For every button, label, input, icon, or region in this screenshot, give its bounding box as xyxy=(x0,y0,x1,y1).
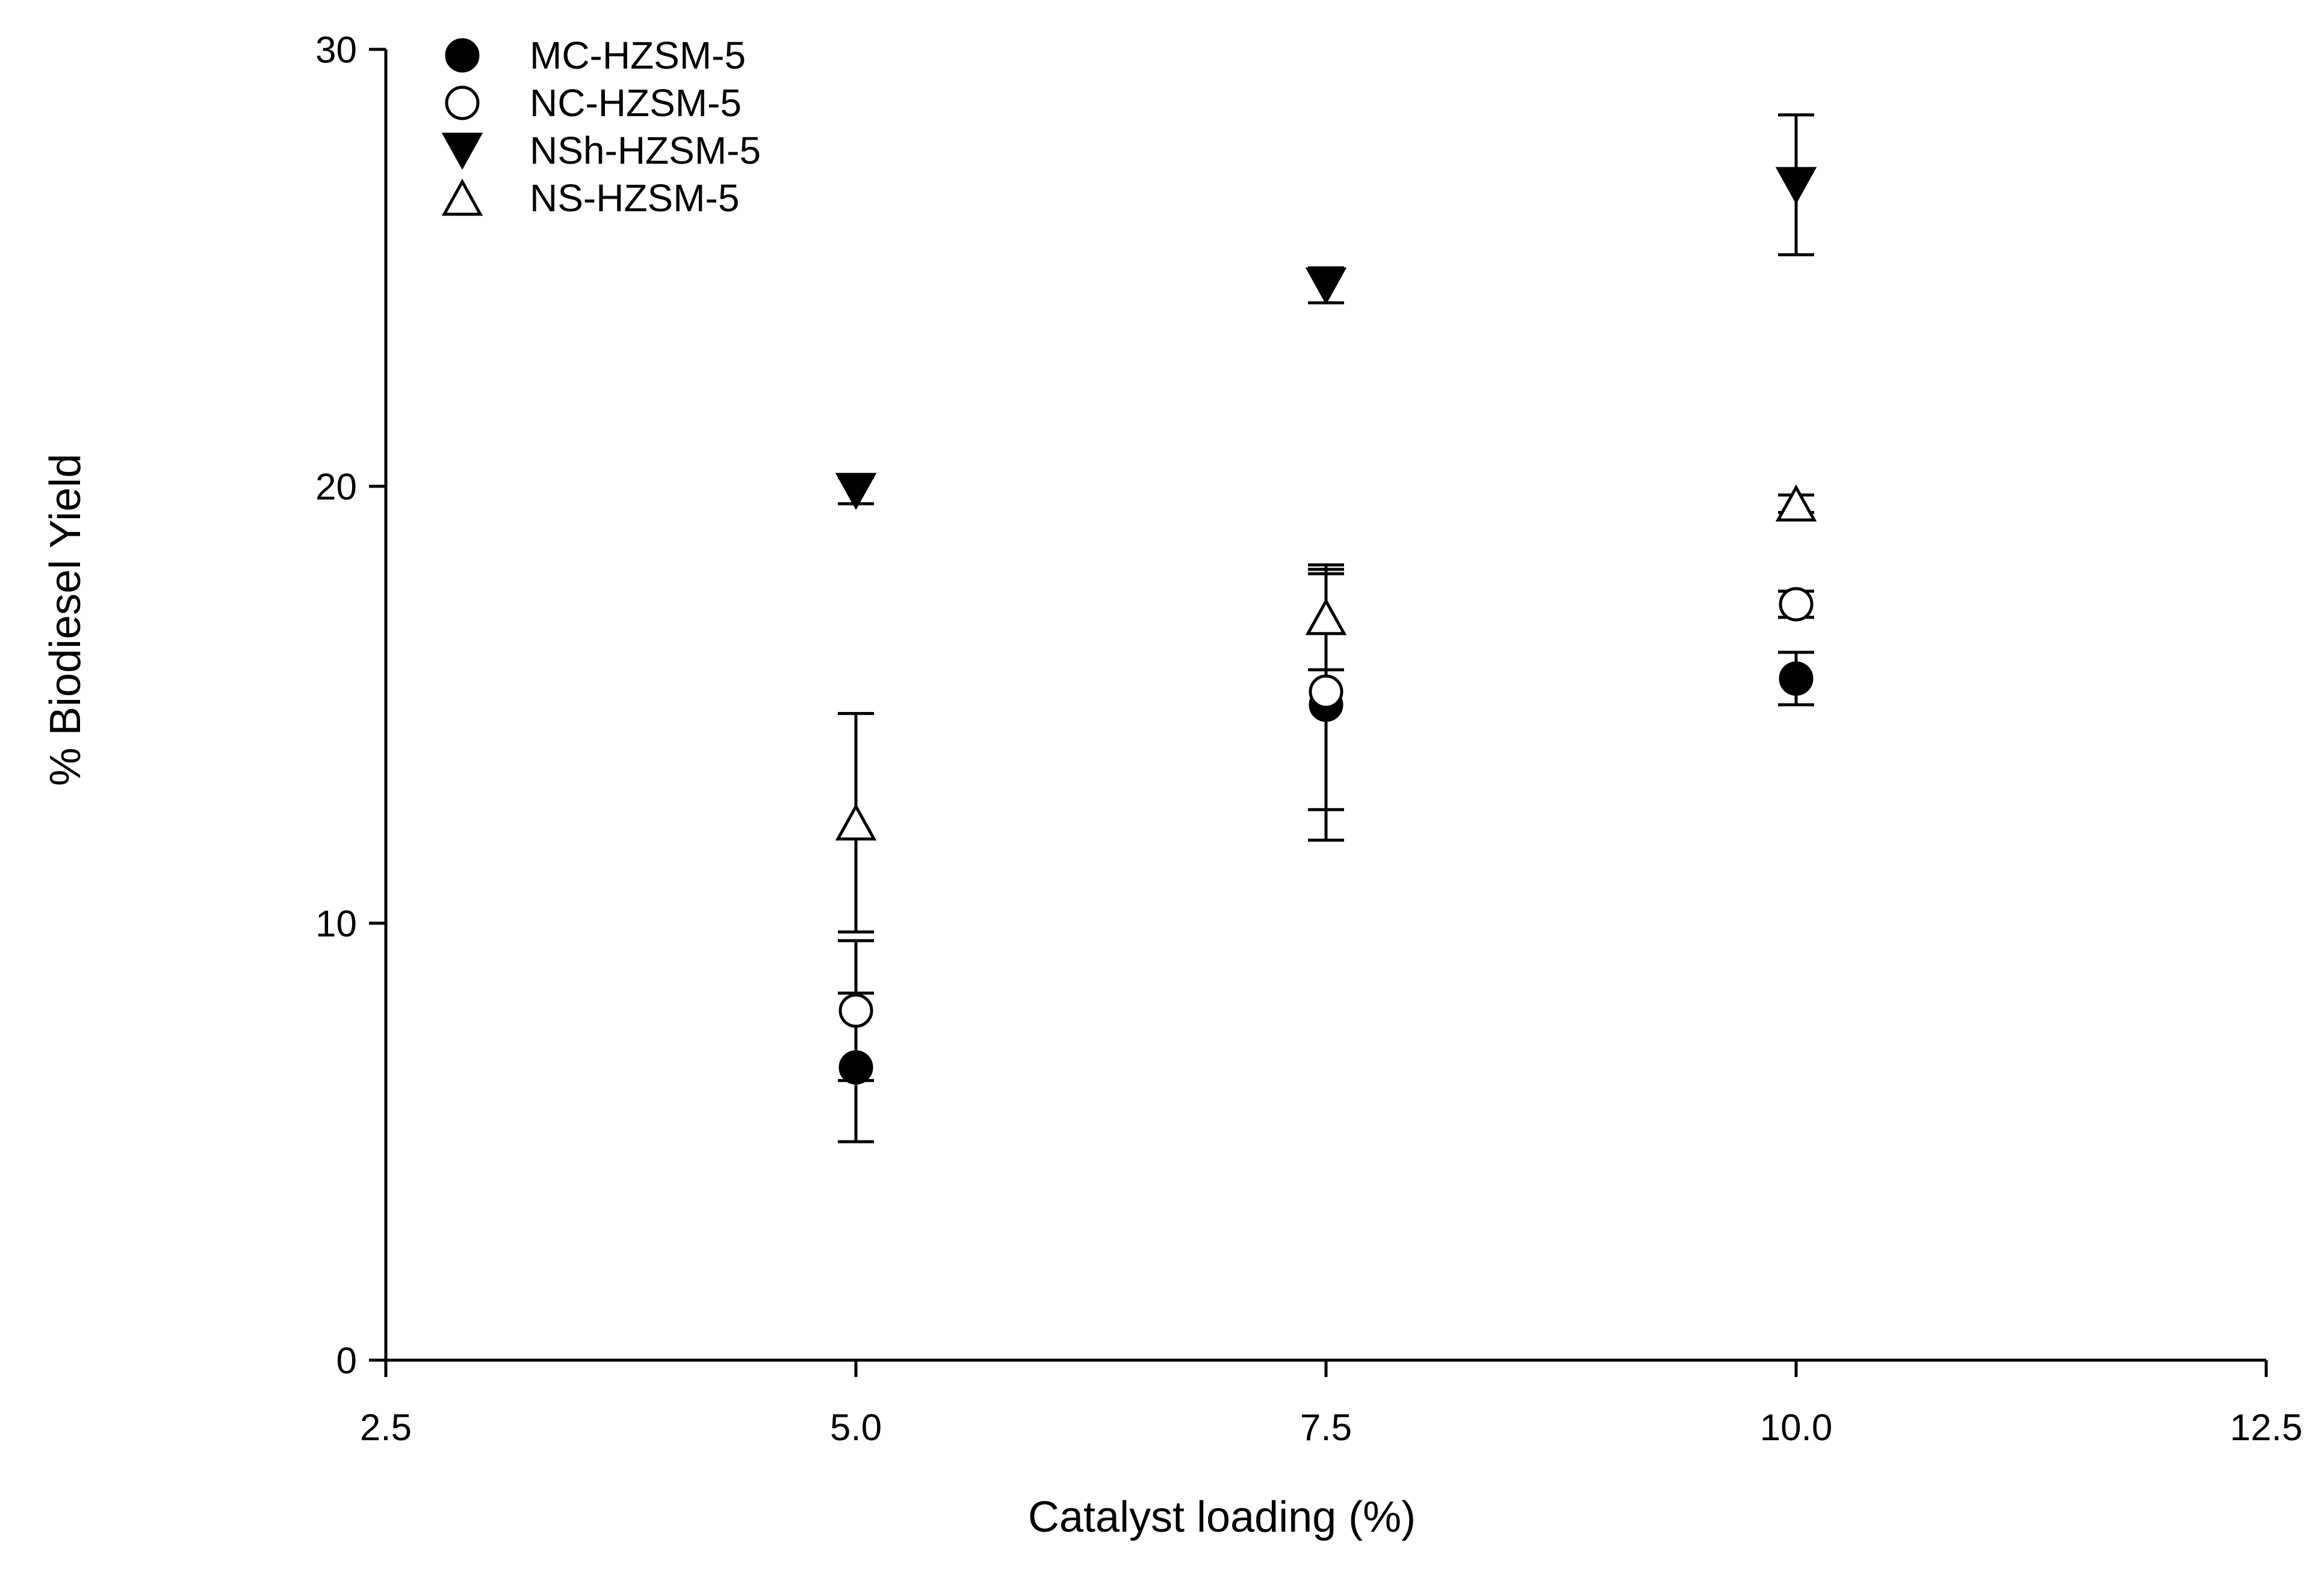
x-tick-label: 12.5 xyxy=(2230,1407,2303,1449)
data-point-ns-hzsm-5 xyxy=(1305,598,1347,636)
legend-marker-nsh-hzsm-5 xyxy=(441,132,483,170)
data-point-ns-hzsm-5 xyxy=(835,803,877,841)
y-tick-label: 30 xyxy=(315,29,357,71)
x-tick-label: 2.5 xyxy=(360,1407,412,1449)
data-point-mc-hzsm-5 xyxy=(1779,661,1814,696)
markers xyxy=(835,167,1817,1085)
legend-label-mc-hzsm-5: MC-HZSM-5 xyxy=(530,34,746,77)
data-point-nc-hzsm-5 xyxy=(1309,674,1343,709)
data-point-nc-hzsm-5 xyxy=(838,993,873,1028)
legend-marker-ns-hzsm-5 xyxy=(441,178,483,216)
data-point-nc-hzsm-5 xyxy=(1779,587,1814,622)
x-tick-label: 10.0 xyxy=(1760,1407,1833,1449)
data-point-ns-hzsm-5 xyxy=(1775,484,1817,522)
y-tick-label: 10 xyxy=(315,903,357,945)
y-axis-title: % Biodiesel Yield xyxy=(42,454,90,786)
y-tick-label: 20 xyxy=(315,466,357,508)
data-point-mc-hzsm-5 xyxy=(838,1050,873,1085)
legend-marker-nc-hzsm-5 xyxy=(445,85,480,120)
legend-label-nsh-hzsm-5: NSh-HZSM-5 xyxy=(530,129,761,172)
ticks: 0 10 20 30 2.5 5.0 7.5 10.0 12.5 xyxy=(315,29,2302,1449)
legend-label-ns-hzsm-5: NS-HZSM-5 xyxy=(530,176,739,220)
y-tick-label: 0 xyxy=(336,1340,357,1382)
x-tick-label: 5.0 xyxy=(830,1407,882,1449)
data-point-nsh-hzsm-5 xyxy=(835,472,877,510)
x-tick-label: 7.5 xyxy=(1300,1407,1352,1449)
legend-marker-mc-hzsm-5 xyxy=(445,38,480,73)
legend-label-nc-hzsm-5: NC-HZSM-5 xyxy=(530,81,742,125)
x-axis-title: Catalyst loading (%) xyxy=(1028,1493,1416,1541)
data-point-nsh-hzsm-5 xyxy=(1775,167,1817,205)
data-point-nsh-hzsm-5 xyxy=(1305,267,1347,305)
